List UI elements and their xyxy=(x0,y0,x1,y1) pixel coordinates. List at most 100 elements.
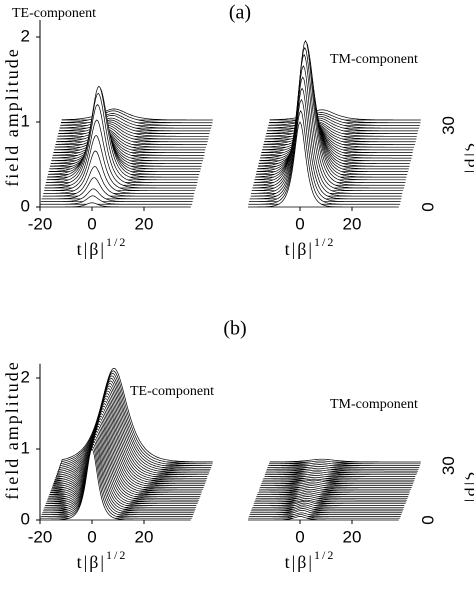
x-tick-label: 20 xyxy=(343,214,362,233)
trace xyxy=(253,499,406,505)
z-tick-label: 0 xyxy=(418,202,437,211)
x-axis-label-base: t|β| xyxy=(77,239,106,259)
trace xyxy=(40,195,193,205)
trace xyxy=(258,485,412,490)
trace xyxy=(42,166,194,197)
trace xyxy=(40,202,191,208)
x-tick-label: -20 xyxy=(28,527,53,546)
trace xyxy=(39,445,193,519)
trace xyxy=(249,87,402,200)
x-tick-label: 20 xyxy=(135,527,154,546)
z-tick-label: 30 xyxy=(439,116,458,135)
panel-label: (a) xyxy=(229,2,251,24)
trace xyxy=(41,440,194,515)
trace xyxy=(264,471,417,476)
trace xyxy=(42,435,196,512)
panel-title: TM-component xyxy=(330,52,418,67)
trace xyxy=(251,502,405,508)
trace xyxy=(45,92,198,183)
trace xyxy=(265,469,418,474)
trace xyxy=(248,516,399,521)
trace xyxy=(262,476,415,481)
x-tick-label: 20 xyxy=(343,527,362,546)
y-tick-label: 2 xyxy=(21,26,30,45)
trace xyxy=(248,512,402,517)
trace xyxy=(44,119,197,189)
trace xyxy=(269,458,421,463)
x-tick-label: 0 xyxy=(87,527,96,546)
y-tick-label: 0 xyxy=(21,196,30,215)
trace xyxy=(259,483,413,488)
trace xyxy=(264,473,416,477)
trace xyxy=(252,46,405,189)
trace xyxy=(41,438,195,514)
y-tick-label: 1 xyxy=(21,438,30,457)
x-tick-label: 20 xyxy=(135,214,154,233)
x-axis-label: t|β|1/2 xyxy=(77,235,128,259)
trace xyxy=(253,40,405,186)
trace xyxy=(251,504,404,510)
trace xyxy=(40,443,194,517)
panel-label: (b) xyxy=(223,318,246,340)
x-axis-label: t|β|1/2 xyxy=(285,235,336,259)
trace xyxy=(260,479,414,485)
trace xyxy=(256,490,410,495)
trace xyxy=(248,110,401,205)
x-tick-label: 0 xyxy=(87,214,96,233)
trace xyxy=(259,487,410,492)
x-axis-label-exponent: 1/2 xyxy=(106,548,127,562)
trace xyxy=(254,496,408,501)
trace xyxy=(254,497,407,503)
trace xyxy=(249,509,402,515)
trace xyxy=(40,188,193,202)
x-axis-label-exponent: 1/2 xyxy=(314,548,335,562)
trace xyxy=(43,433,196,510)
trace xyxy=(248,121,399,208)
trace xyxy=(253,500,405,506)
trace xyxy=(247,514,401,519)
y-axis-label: field amplitude xyxy=(2,47,22,186)
x-axis-label: t|β|1/2 xyxy=(285,548,336,572)
trace xyxy=(269,109,421,121)
trace xyxy=(267,464,420,468)
trace xyxy=(248,98,401,202)
trace xyxy=(251,53,404,192)
x-axis-label-base: t|β| xyxy=(77,552,106,572)
x-tick-label: 0 xyxy=(295,527,304,546)
trace xyxy=(250,65,403,194)
trace xyxy=(260,481,413,486)
trace xyxy=(256,492,409,497)
x-tick-label: -20 xyxy=(28,214,53,233)
y-tick-label: 2 xyxy=(21,367,30,386)
z-axis-label: ξ|β| xyxy=(465,472,474,504)
z-tick-label: 30 xyxy=(439,456,458,475)
x-axis-label: t|β|1/2 xyxy=(77,548,128,572)
trace xyxy=(257,488,410,494)
trace xyxy=(262,475,416,479)
trace xyxy=(41,177,194,200)
trace xyxy=(45,103,197,186)
panel-title: TM-component xyxy=(330,397,418,412)
trace xyxy=(61,108,213,121)
trace xyxy=(255,494,408,499)
panel-title: TE-component xyxy=(130,384,214,399)
trace xyxy=(43,134,196,192)
trace xyxy=(43,150,195,194)
y-tick-label: 1 xyxy=(21,111,30,130)
x-axis-label-exponent: 1/2 xyxy=(106,235,127,249)
trace xyxy=(267,462,421,466)
trace xyxy=(265,467,419,472)
x-tick-label: 0 xyxy=(295,214,304,233)
x-axis-label-base: t|β| xyxy=(285,552,314,572)
trace xyxy=(266,466,419,470)
y-tick-label: 0 xyxy=(21,509,30,528)
x-axis-label-base: t|β| xyxy=(285,239,314,259)
z-tick-label: 0 xyxy=(418,515,437,524)
trace xyxy=(40,448,191,521)
trace xyxy=(268,460,421,465)
trace xyxy=(250,506,404,512)
z-axis-label: ξ|β| xyxy=(465,143,474,175)
trace xyxy=(44,430,197,508)
